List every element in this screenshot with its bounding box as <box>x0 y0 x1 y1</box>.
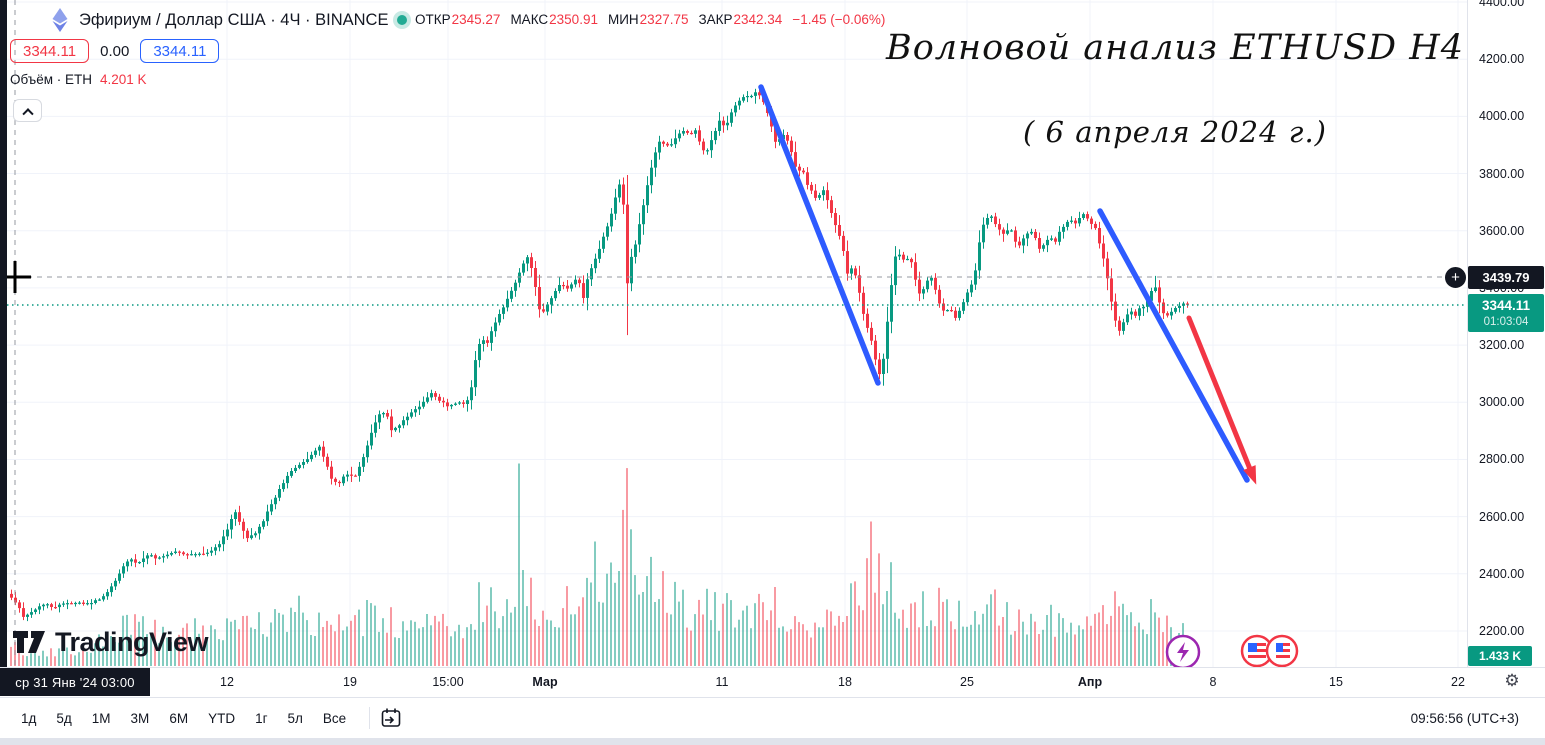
range-button-5д[interactable]: 5д <box>56 710 72 726</box>
range-button-3М[interactable]: 3М <box>130 710 150 726</box>
trendline-drawing[interactable] <box>758 84 881 386</box>
window-bottom-edge <box>0 738 1545 745</box>
range-buttons: 1д 5д 1М 3М 6М YTD 1г 5л Все <box>14 707 359 730</box>
time-tick: Мар <box>532 675 558 689</box>
wave-analysis-title: Волновой анализ ETHUSD H4 ( 6 апреля 202… <box>880 28 1470 149</box>
close-label: ЗАКР <box>698 12 733 27</box>
low-value: 2327.75 <box>639 12 689 27</box>
volume-axis-label: 1.433 K <box>1468 646 1532 666</box>
go-to-date-calendar-icon[interactable] <box>380 707 402 729</box>
trendline-drawing[interactable] <box>1097 208 1250 483</box>
high-value: 2350.91 <box>549 12 598 27</box>
buy-button[interactable]: 3344.11 <box>140 39 220 63</box>
bar-countdown: 01:03:04 <box>1483 316 1529 329</box>
price-axis[interactable]: 4400.004200.004000.003800.003600.003400.… <box>1467 0 1545 697</box>
ohlc-values: ОТКР 2345.27 МАКС 2350.91 МИН 2327.75 ЗАКР 2… <box>415 12 885 27</box>
time-tick: 15 <box>1329 675 1343 689</box>
range-button-1д[interactable]: 1д <box>21 710 37 726</box>
range-button-1М[interactable]: 1М <box>91 710 111 726</box>
range-button-5л[interactable]: 5л <box>287 710 303 726</box>
event-icons <box>1165 634 1299 670</box>
title-line2: ( 6 апреля 2024 г.) <box>1023 115 1327 149</box>
open-value: 2345.27 <box>451 12 501 27</box>
time-tick: 25 <box>960 675 974 689</box>
time-tick: 19 <box>343 675 357 689</box>
open-label: ОТКР <box>415 12 451 27</box>
volume-label: Объём · ETH <box>10 72 93 87</box>
collapse-legend-button[interactable] <box>13 99 42 122</box>
volume-value: 4.201 K <box>100 72 147 87</box>
market-status-dot[interactable] <box>397 15 408 25</box>
price-tick: 2800.00 <box>1479 452 1525 467</box>
low-label: МИН <box>607 12 639 27</box>
time-tick: 11 <box>715 675 729 689</box>
us-economic-event-icon-2[interactable] <box>1265 634 1299 668</box>
price-tick: 2400.00 <box>1479 566 1525 581</box>
arrow-drawing[interactable] <box>1186 315 1253 473</box>
tradingview-mark-icon <box>13 630 45 653</box>
range-button-6М[interactable]: 6М <box>169 710 189 726</box>
range-button-Все[interactable]: Все <box>322 710 347 726</box>
server-clock[interactable]: 09:56:56 (UTC+3) <box>1410 710 1519 726</box>
toolbar-divider <box>369 707 371 729</box>
time-tick: 12 <box>220 675 234 689</box>
close-value: 2342.34 <box>733 12 783 27</box>
price-tick: 3200.00 <box>1479 338 1525 353</box>
symbol-legend[interactable]: Эфириум / Доллар США · 4Ч · BINANCE <box>50 8 408 32</box>
range-button-YTD[interactable]: YTD <box>208 710 236 726</box>
tradingview-logo[interactable]: TradingView <box>13 627 209 658</box>
title-line1: Волновой анализ ETHUSD H4 <box>885 28 1464 68</box>
crosshair-price-label: 3439.79 <box>1468 266 1544 289</box>
sell-button[interactable]: 3344.11 <box>10 39 90 63</box>
eth-icon <box>52 8 68 32</box>
tradingview-wordmark: TradingView <box>55 627 209 657</box>
add-alert-plus-button[interactable]: + <box>1443 265 1468 290</box>
range-button-1г[interactable]: 1г <box>255 710 268 726</box>
price-tick: 3800.00 <box>1479 166 1525 181</box>
change-value: −1.45 (−0.06%) <box>792 12 886 27</box>
time-tick: 8 <box>1209 675 1217 689</box>
time-tick: Апр <box>1077 675 1103 689</box>
crosshair-time-label: ср 31 Янв '24 03:00 <box>0 668 150 696</box>
price-chart[interactable] <box>0 0 1545 667</box>
volume-legend[interactable]: Объём · ETH 4.201 K <box>10 72 147 87</box>
earnings-lightning-icon[interactable] <box>1165 634 1201 670</box>
time-tick: 15:00 <box>432 675 464 689</box>
price-tick: 2600.00 <box>1479 509 1525 524</box>
last-price-value: 3344.11 <box>1481 298 1531 313</box>
high-label: МАКС <box>510 12 549 27</box>
bid-ask-row: 3344.11 0.00 3344.11 <box>10 39 220 63</box>
chevron-up-icon <box>21 107 34 119</box>
price-tick: 2200.00 <box>1479 624 1525 638</box>
time-tick: 18 <box>838 675 852 689</box>
price-tick: 4000.00 <box>1479 109 1525 124</box>
arrow-head <box>1243 465 1257 485</box>
price-tick: 4400.00 <box>1479 0 1525 9</box>
price-tick: 4200.00 <box>1479 52 1525 67</box>
price-tick: 3600.00 <box>1479 223 1525 238</box>
time-axis[interactable]: 12 19 15:00 Мар 11 18 25 Апр 8 15 22 <box>0 667 1545 697</box>
price-tick: 3000.00 <box>1479 395 1525 410</box>
chart-settings-gear-icon[interactable]: ⚙ <box>1504 671 1520 690</box>
last-price-label: 3344.11 01:03:04 <box>1468 294 1544 332</box>
time-tick: 22 <box>1451 675 1465 689</box>
symbol-title[interactable]: Эфириум / Доллар США · 4Ч · BINANCE <box>79 10 389 29</box>
spread-value: 0.00 <box>100 42 130 60</box>
left-panel-edge <box>0 0 7 745</box>
bottom-toolbar: 1д 5д 1М 3М 6М YTD 1г 5л Все 09:56:56 (UTC+3) <box>0 697 1545 738</box>
